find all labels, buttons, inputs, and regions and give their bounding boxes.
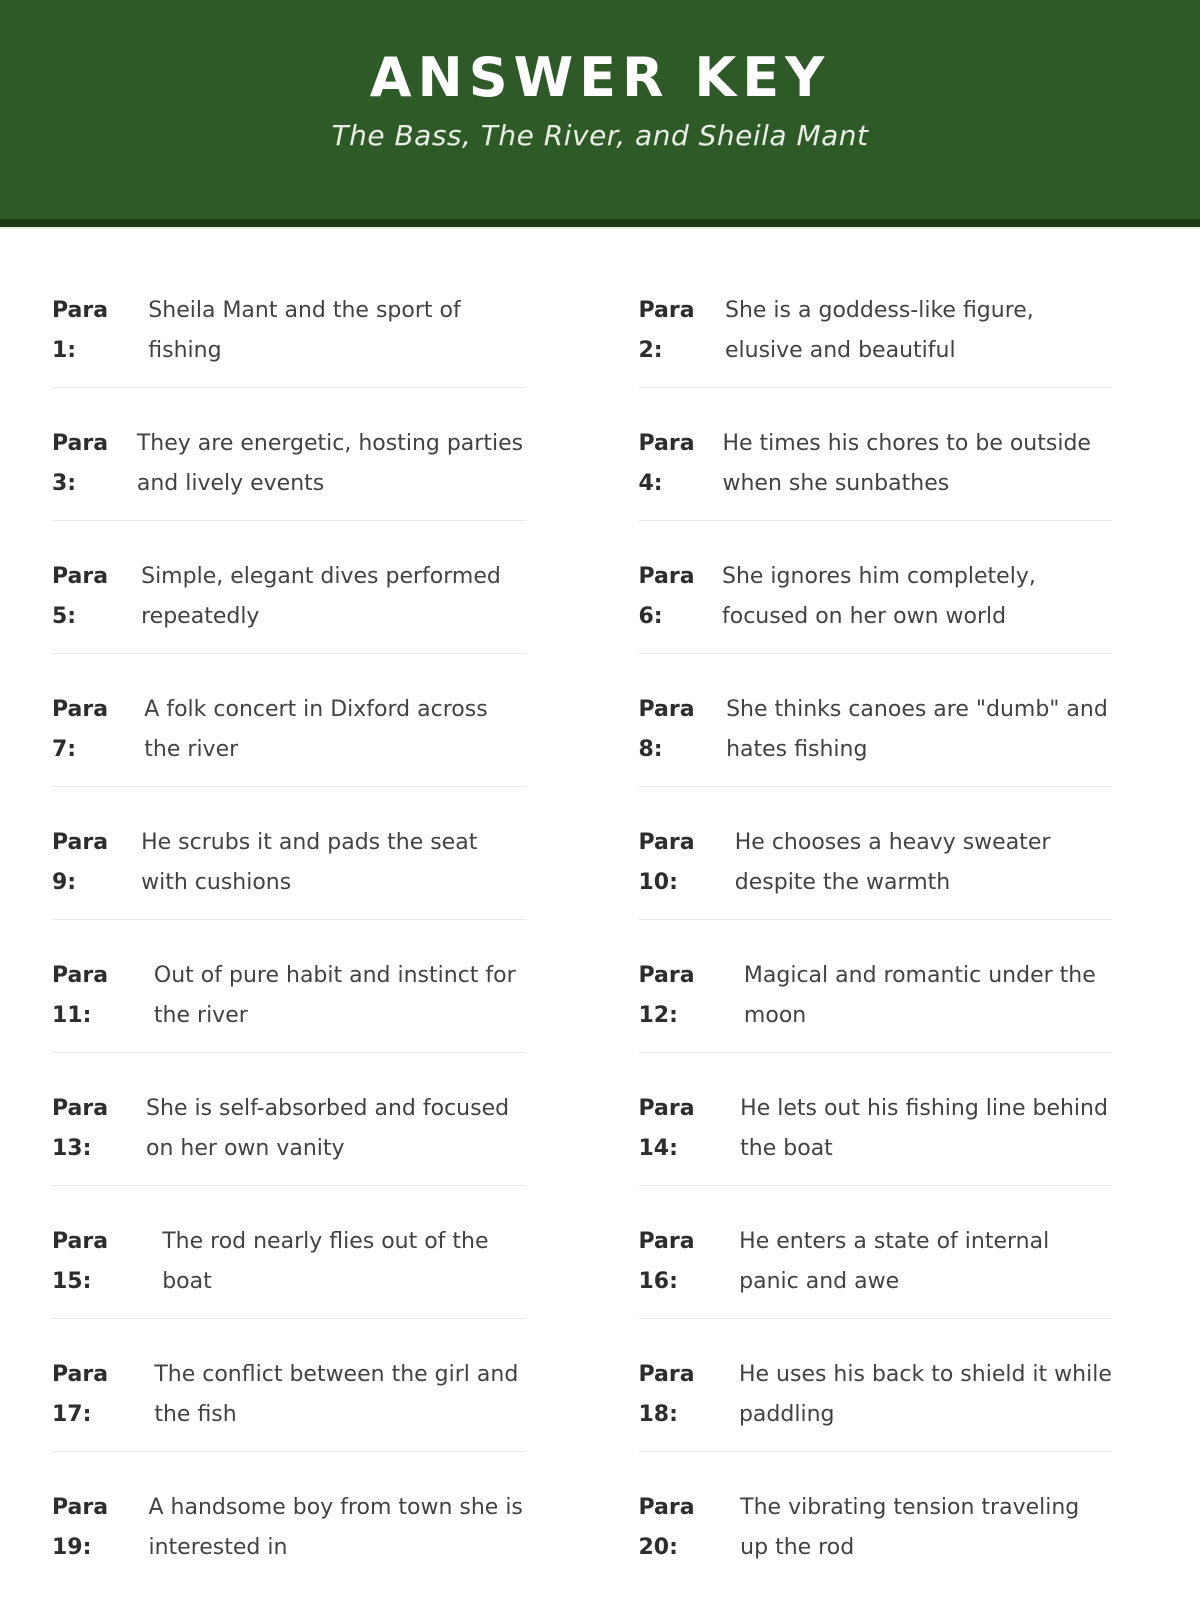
page-title: ANSWER KEY: [369, 46, 831, 109]
answer-label: Para 12:: [638, 963, 695, 1028]
answer-text: He lets out his fishing line behind the …: [740, 1096, 1108, 1161]
answer-label: Para 9:: [52, 830, 109, 895]
answer-label: Para 6:: [638, 564, 695, 629]
answer-text: He uses his back to shield it while padd…: [738, 1362, 1112, 1427]
page-subtitle: The Bass, The River, and Sheila Mant: [331, 119, 869, 153]
answer-label: Para 18:: [638, 1362, 695, 1427]
answer-item: Para 16: He enters a state of internal p…: [638, 1222, 1112, 1319]
answer-text: He times his chores to be outside when s…: [722, 431, 1091, 496]
answer-text: She is self-absorbed and focused on her …: [146, 1096, 510, 1161]
answer-item: Para 10: He chooses a heavy sweater desp…: [638, 823, 1112, 920]
answer-text: A folk concert in Dixford across the riv…: [144, 697, 488, 762]
answer-label: Para 2:: [638, 298, 695, 363]
answer-item: Para 6: She ignores him completely, focu…: [638, 557, 1112, 654]
answer-label: Para 7:: [52, 697, 109, 762]
header-accent-strip-light: [0, 227, 1200, 229]
answer-label: Para 11:: [52, 963, 109, 1028]
answer-text: She thinks canoes are "dumb" and hates f…: [726, 697, 1108, 762]
answer-label: Para 17:: [52, 1362, 109, 1427]
answer-text: Magical and romantic under the moon: [743, 963, 1096, 1028]
answer-text: Simple, elegant dives performed repeated…: [141, 564, 501, 629]
answer-label: Para 20:: [638, 1495, 695, 1560]
answer-item: Para 1: Sheila Mant and the sport of fis…: [52, 291, 526, 388]
answer-label: Para 8:: [638, 697, 695, 762]
answer-item: Para 5: Simple, elegant dives performed …: [52, 557, 526, 654]
answer-item: Para 14: He lets out his fishing line be…: [638, 1089, 1112, 1186]
answer-text: He enters a state of internal panic and …: [739, 1229, 1050, 1294]
answer-item: Para 2: She is a goddess-like figure, el…: [638, 291, 1112, 388]
answer-key-header: ANSWER KEY The Bass, The River, and Shei…: [0, 0, 1200, 219]
header-accent-strip: [0, 219, 1200, 227]
answer-item: Para 15: The rod nearly flies out of the…: [52, 1222, 526, 1319]
answer-item: Para 12: Magical and romantic under the …: [638, 956, 1112, 1053]
answer-item: Para 4: He times his chores to be outsid…: [638, 424, 1112, 521]
answer-text: He scrubs it and pads the seat with cush…: [141, 830, 478, 895]
answer-label: Para 13:: [52, 1096, 109, 1161]
answer-text: A handsome boy from town she is interest…: [148, 1495, 523, 1560]
answer-label: Para 19:: [52, 1495, 109, 1560]
answer-text: Sheila Mant and the sport of fishing: [148, 298, 461, 363]
answer-grid: Para 1: Sheila Mant and the sport of fis…: [52, 291, 1112, 1584]
answer-text: She ignores him completely, focused on h…: [722, 564, 1036, 629]
answer-text: They are energetic, hosting parties and …: [136, 431, 524, 496]
answer-item: Para 11: Out of pure habit and instinct …: [52, 956, 526, 1053]
answer-label: Para 10:: [638, 830, 695, 895]
answer-item: Para 8: She thinks canoes are "dumb" and…: [638, 690, 1112, 787]
answer-item: Para 13: She is self-absorbed and focuse…: [52, 1089, 526, 1186]
answer-text: Out of pure habit and instinct for the r…: [153, 963, 516, 1028]
answer-label: Para 4:: [638, 431, 695, 496]
answer-text: She is a goddess-like figure, elusive an…: [725, 298, 1034, 363]
answer-item: Para 17: The conflict between the girl a…: [52, 1355, 526, 1452]
answer-label: Para 15:: [52, 1229, 109, 1294]
answer-item: Para 7: A folk concert in Dixford across…: [52, 690, 526, 787]
answer-text: He chooses a heavy sweater despite the w…: [734, 830, 1051, 895]
answer-label: Para 5:: [52, 564, 109, 629]
answer-text: The rod nearly flies out of the boat: [162, 1229, 489, 1294]
answer-list: Para 1: Sheila Mant and the sport of fis…: [0, 229, 1200, 1584]
answer-item: Para 20: The vibrating tension traveling…: [639, 1488, 1113, 1584]
answer-label: Para 3:: [52, 431, 109, 496]
answer-item: Para 3: They are energetic, hosting part…: [52, 424, 526, 521]
answer-label: Para 1:: [52, 298, 109, 363]
answer-text: The conflict between the girl and the fi…: [154, 1362, 519, 1427]
answer-item: Para 19: A handsome boy from town she is…: [52, 1488, 526, 1584]
answer-item: Para 9: He scrubs it and pads the seat w…: [52, 823, 526, 920]
answer-item: Para 18: He uses his back to shield it w…: [638, 1355, 1112, 1452]
answer-text: The vibrating tension traveling up the r…: [740, 1495, 1080, 1560]
answer-label: Para 16:: [638, 1229, 695, 1294]
answer-label: Para 14:: [638, 1096, 695, 1161]
